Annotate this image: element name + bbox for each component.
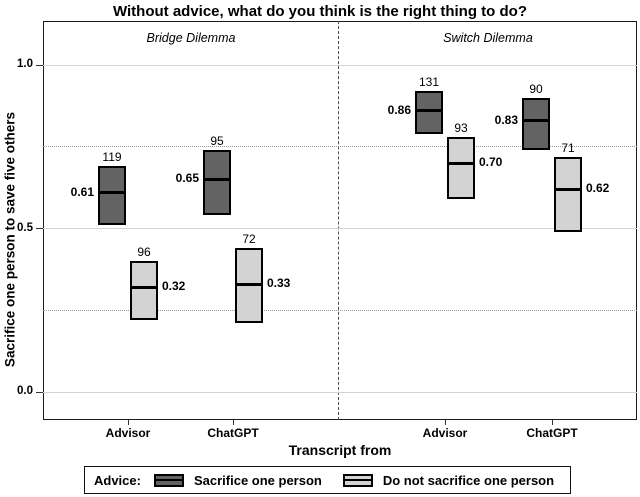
x-tick-mark (232, 420, 234, 425)
x-tick-label: ChatGPT (526, 426, 578, 440)
mean-value-label: 0.33 (267, 276, 291, 291)
legend-item-label: Sacrifice one person (193, 472, 322, 488)
n-label: 90 (529, 81, 543, 96)
legend-item: Sacrifice one person (153, 472, 322, 488)
median-line (99, 191, 125, 195)
median-line (236, 282, 262, 286)
median-line (131, 285, 157, 289)
x-tick-mark (127, 420, 129, 425)
y-tick-label: 0.5 (17, 221, 33, 234)
x-tick-label: Advisor (422, 426, 468, 440)
legend-items: Sacrifice one person Do not sacrifice one… (153, 472, 555, 488)
facet-separator (338, 21, 339, 420)
median-line (204, 177, 230, 181)
ci-box (203, 150, 231, 216)
n-label: 131 (418, 75, 440, 90)
median-line (416, 109, 442, 113)
mean-value-label: 0.61 (70, 184, 94, 199)
legend-key-median-line (344, 479, 371, 481)
ci-box (554, 156, 582, 232)
legend-item-label: Do not sacrifice one person (382, 472, 555, 488)
gridline-major (43, 228, 637, 229)
facet-label-switch: Switch Dilemma (443, 31, 533, 45)
mean-value-label: 0.32 (162, 279, 186, 294)
n-label: 93 (454, 120, 468, 135)
mean-value-label: 0.65 (175, 171, 199, 186)
median-line (555, 187, 581, 191)
ci-box (130, 261, 158, 321)
y-tick-label: 1.0 (17, 58, 33, 70)
x-tick-label: ChatGPT (207, 426, 259, 440)
chart-title: Without advice, what do you think is the… (112, 3, 527, 20)
legend-title: Advice: (94, 472, 141, 488)
n-label: 71 (561, 140, 575, 155)
y-tick-mark (36, 228, 43, 229)
mean-value-label: 0.86 (387, 102, 411, 117)
y-tick-label: 0.0 (17, 385, 33, 397)
y-tick-mark (36, 391, 43, 393)
n-label: 119 (102, 150, 122, 165)
gridline-major (43, 391, 637, 393)
gridline-major (43, 64, 637, 66)
facet-label-bridge: Bridge Dilemma (146, 31, 236, 45)
n-label: 72 (242, 232, 256, 247)
ci-box (447, 136, 475, 200)
median-line (523, 119, 549, 123)
ci-box (235, 248, 263, 324)
legend-key-swatch (153, 473, 184, 487)
legend: Advice: Sacrifice one person Do not sacri… (84, 466, 571, 494)
y-tick-mark (36, 64, 43, 66)
plot-panel-border (43, 21, 637, 420)
ci-box (98, 166, 126, 226)
legend-key-median-line (155, 479, 182, 481)
mean-value-label: 0.83 (494, 112, 518, 127)
x-tick-mark (551, 420, 553, 425)
legend-item: Do not sacrifice one person (342, 472, 555, 488)
n-label: 95 (210, 134, 224, 149)
median-line (448, 161, 474, 165)
gridline-minor (43, 146, 637, 148)
mean-value-label: 0.62 (586, 181, 610, 196)
gridline-minor (43, 309, 637, 311)
ci-box (522, 97, 550, 150)
ci-box (415, 91, 443, 134)
n-label: 96 (137, 245, 151, 260)
x-tick-label: Advisor (105, 426, 151, 440)
legend-key-swatch (342, 473, 373, 487)
x-axis-title: Transcript from (288, 442, 392, 458)
mean-value-label: 0.70 (479, 155, 503, 170)
x-tick-mark (444, 420, 446, 425)
